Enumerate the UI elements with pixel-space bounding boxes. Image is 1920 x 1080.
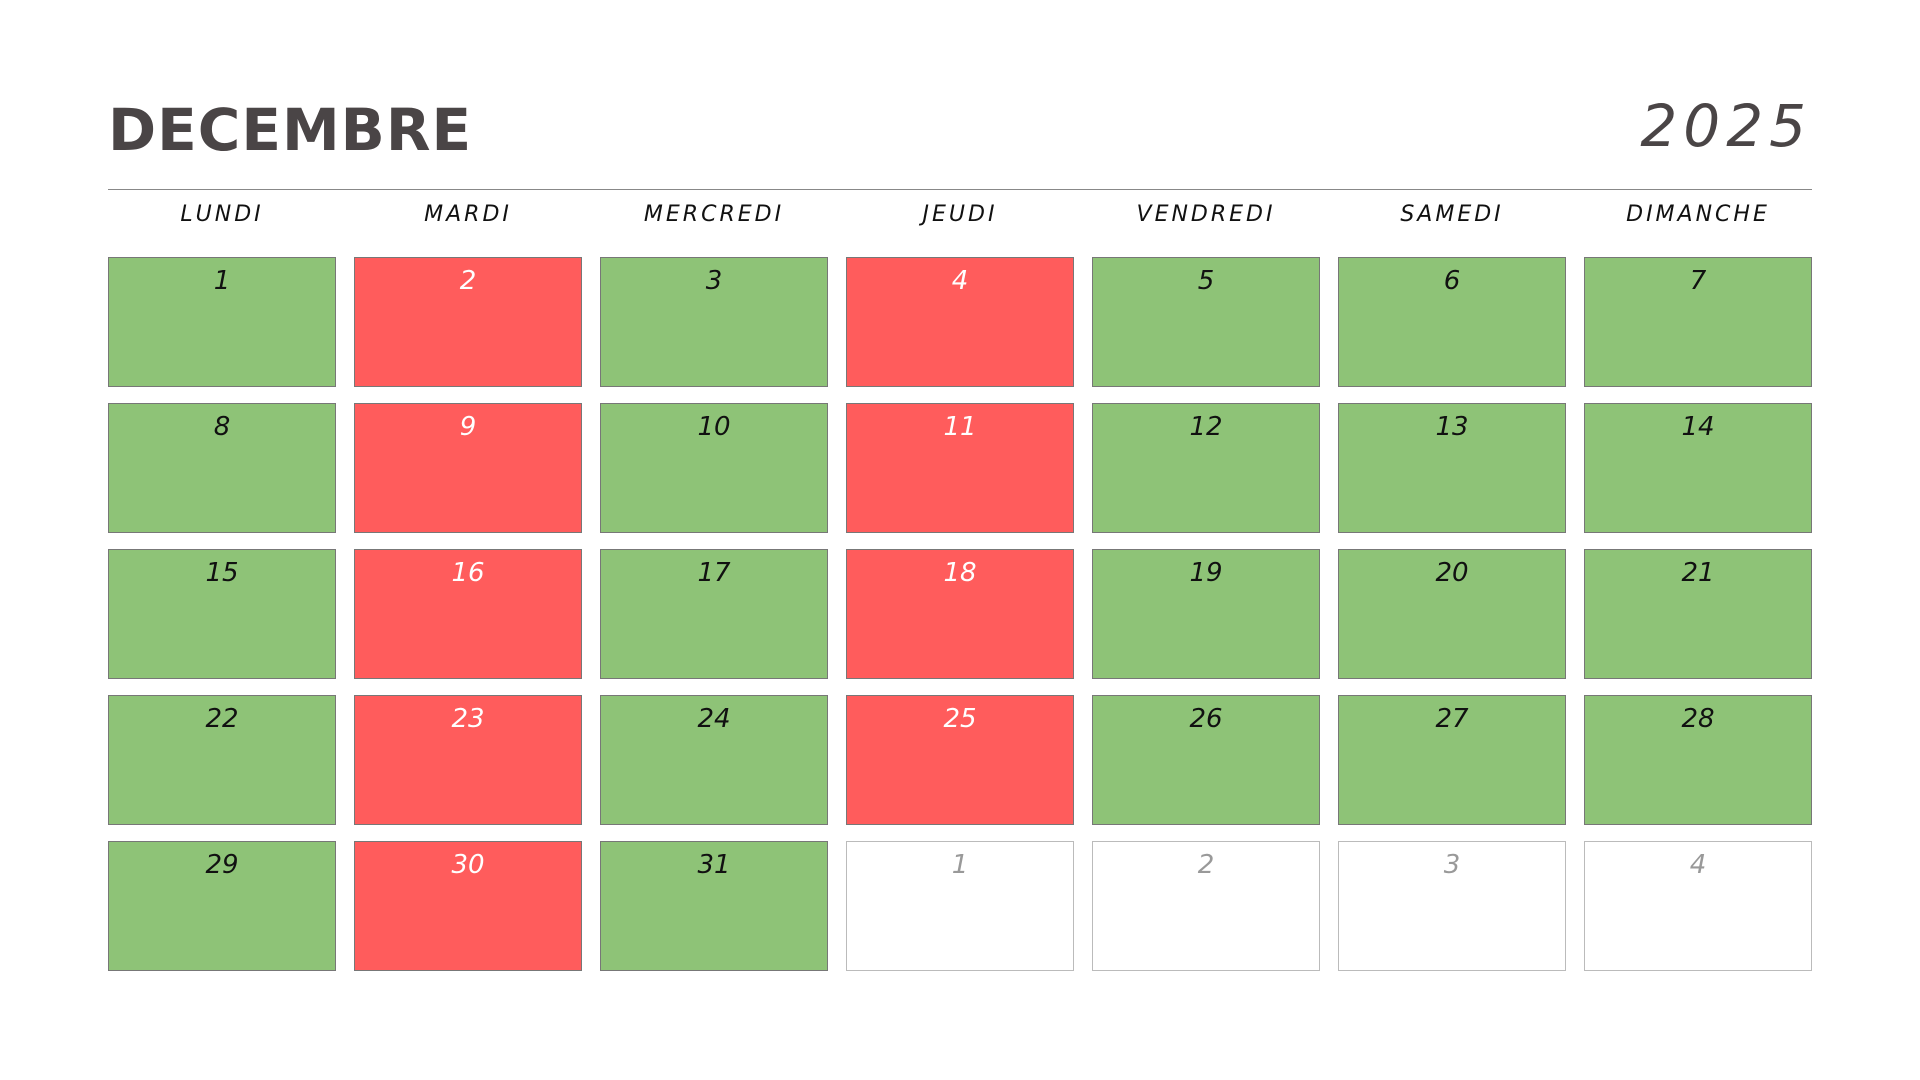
day-cell: 5	[1092, 257, 1320, 387]
day-number: 13	[1435, 412, 1469, 442]
day-cell: 3	[600, 257, 828, 387]
day-number: 17	[697, 558, 731, 588]
day-cell: 9	[354, 403, 582, 533]
day-number: 9	[459, 412, 477, 442]
day-cell: 23	[354, 695, 582, 825]
day-cell: 25	[846, 695, 1074, 825]
day-number: 15	[205, 558, 239, 588]
day-number: 26	[1189, 704, 1223, 734]
day-number: 18	[943, 558, 977, 588]
day-cell: 26	[1092, 695, 1320, 825]
day-number: 16	[451, 558, 485, 588]
weekday-label: JEUDI	[922, 202, 998, 227]
day-number: 20	[1435, 558, 1469, 588]
weekday-label: SAMEDI	[1400, 202, 1504, 227]
day-cell: 13	[1338, 403, 1566, 533]
day-cell: 2	[354, 257, 582, 387]
day-cell: 12	[1092, 403, 1320, 533]
weekday-label: VENDREDI	[1136, 202, 1276, 227]
day-cell: 1	[846, 841, 1074, 971]
day-cell: 16	[354, 549, 582, 679]
day-cell: 17	[600, 549, 828, 679]
day-cell: 21	[1584, 549, 1812, 679]
day-number: 21	[1681, 558, 1715, 588]
day-cell: 2	[1092, 841, 1320, 971]
day-number: 7	[1689, 266, 1707, 296]
day-number: 24	[697, 704, 731, 734]
day-number: 3	[1443, 850, 1461, 880]
day-number: 11	[943, 412, 977, 442]
day-number: 29	[205, 850, 239, 880]
day-cell: 15	[108, 549, 336, 679]
day-cell: 11	[846, 403, 1074, 533]
day-number: 22	[205, 704, 239, 734]
month-title: DECEMBRE	[108, 96, 473, 164]
day-cell: 27	[1338, 695, 1566, 825]
day-cell: 30	[354, 841, 582, 971]
day-cell: 20	[1338, 549, 1566, 679]
year-title: 2025	[1640, 92, 1812, 160]
day-cell: 31	[600, 841, 828, 971]
day-number: 30	[451, 850, 485, 880]
day-cell: 8	[108, 403, 336, 533]
day-number: 3	[705, 266, 723, 296]
day-cell: 7	[1584, 257, 1812, 387]
day-cell: 29	[108, 841, 336, 971]
day-cell: 14	[1584, 403, 1812, 533]
day-number: 8	[213, 412, 231, 442]
weekday-label: MARDI	[424, 202, 512, 227]
day-number: 31	[697, 850, 731, 880]
day-number: 1	[213, 266, 231, 296]
day-cell: 4	[1584, 841, 1812, 971]
weekday-label: DIMANCHE	[1626, 202, 1770, 227]
day-cell: 6	[1338, 257, 1566, 387]
day-cell: 19	[1092, 549, 1320, 679]
day-number: 10	[697, 412, 731, 442]
day-number: 28	[1681, 704, 1715, 734]
day-cell: 24	[600, 695, 828, 825]
day-number: 23	[451, 704, 485, 734]
day-number: 2	[459, 266, 477, 296]
day-cell: 4	[846, 257, 1074, 387]
day-cell: 22	[108, 695, 336, 825]
day-number: 5	[1197, 266, 1215, 296]
day-cell: 1	[108, 257, 336, 387]
divider	[108, 189, 1812, 190]
day-number: 27	[1435, 704, 1469, 734]
day-cell: 18	[846, 549, 1074, 679]
day-number: 6	[1443, 266, 1461, 296]
day-number: 14	[1681, 412, 1715, 442]
day-number: 12	[1189, 412, 1223, 442]
weekday-label: LUNDI	[180, 202, 264, 227]
day-cell: 3	[1338, 841, 1566, 971]
day-number: 1	[951, 850, 969, 880]
day-number: 19	[1189, 558, 1223, 588]
day-cell: 28	[1584, 695, 1812, 825]
day-number: 25	[943, 704, 977, 734]
day-number: 4	[1689, 850, 1707, 880]
weekday-label: MERCREDI	[643, 202, 785, 227]
day-cell: 10	[600, 403, 828, 533]
day-number: 4	[951, 266, 969, 296]
day-number: 2	[1197, 850, 1215, 880]
